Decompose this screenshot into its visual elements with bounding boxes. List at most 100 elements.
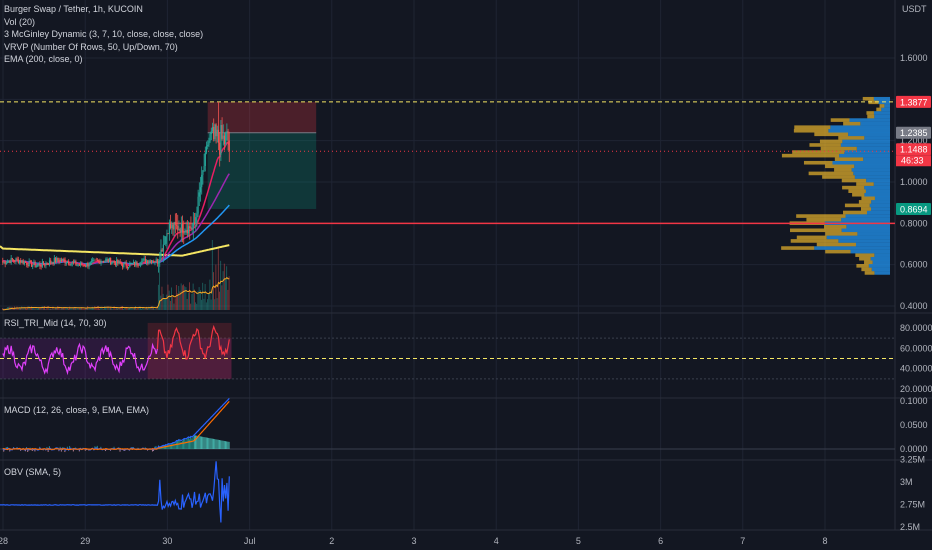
- macd-hist-bar: [220, 440, 222, 449]
- vp-row-up: [872, 260, 890, 265]
- vp-row-up: [838, 239, 890, 243]
- candle-body: [172, 224, 174, 230]
- obv-tick-label: 2.5M: [900, 522, 920, 532]
- volume-bar: [226, 266, 228, 310]
- volume-bar: [108, 307, 110, 310]
- obv-legend[interactable]: OBV (SMA, 5): [4, 467, 62, 477]
- volume-bar: [78, 307, 80, 310]
- macd-hist-bar: [155, 445, 157, 449]
- vp-row-up: [832, 160, 890, 165]
- volume-bar: [183, 284, 184, 310]
- candle-body: [59, 259, 61, 262]
- volume-bar: [174, 298, 176, 310]
- candle-body: [175, 224, 178, 226]
- candle-body: [81, 262, 83, 266]
- volume-bar: [110, 307, 111, 310]
- candle-body: [48, 260, 51, 265]
- vp-row-down: [866, 111, 874, 115]
- candle-body: [168, 222, 170, 234]
- indicator-mcginley[interactable]: 3 McGinley Dynamic (3, 7, 10, close, clo…: [4, 29, 204, 39]
- macd-hist-bar: [18, 449, 20, 450]
- volume-bar: [211, 240, 213, 310]
- vp-row-down: [816, 242, 856, 247]
- candle-body: [156, 259, 158, 264]
- macd-hist-bar: [217, 439, 219, 449]
- symbol-title[interactable]: Burger Swap / Tether, 1h, KUCOIN: [4, 4, 143, 14]
- candle-body: [129, 263, 131, 268]
- candle-body: [165, 236, 167, 244]
- volume-bar: [22, 308, 24, 310]
- time-axis-bg: [0, 531, 932, 550]
- rsi-tick-label: 80.0000: [900, 323, 932, 333]
- candle-body: [199, 187, 202, 193]
- candle-body: [215, 124, 217, 137]
- macd-legend[interactable]: MACD (12, 26, close, 9, EMA, EMA): [4, 405, 150, 415]
- candle-body: [76, 264, 78, 266]
- candle-body: [190, 228, 192, 230]
- macd-hist-bar: [168, 444, 170, 449]
- macd-hist-bar: [189, 439, 190, 449]
- macd-hist-bar: [192, 436, 194, 449]
- macd-hist-bar: [181, 440, 183, 449]
- vp-row-up: [814, 246, 890, 250]
- volume-bar: [207, 299, 208, 310]
- candle-body: [151, 261, 154, 263]
- candle-body: [86, 263, 88, 267]
- candle-body: [167, 233, 169, 235]
- candle-body: [214, 124, 216, 140]
- volume-bar: [137, 307, 139, 310]
- candle-body: [209, 133, 211, 141]
- candle-body: [166, 233, 168, 237]
- candle-body: [99, 260, 101, 264]
- macd-hist-bar: [209, 438, 211, 449]
- candle-body: [29, 261, 31, 262]
- candle-body: [227, 131, 229, 141]
- volume-bar: [112, 308, 114, 310]
- candle-body: [137, 265, 139, 266]
- volume-bar: [96, 306, 98, 310]
- volume-bar: [51, 308, 53, 310]
- price-label-bg: [896, 95, 931, 108]
- candle-body: [205, 146, 208, 153]
- volume-bar: [47, 306, 49, 310]
- vp-row-up: [849, 118, 890, 122]
- vp-row-up: [873, 111, 890, 115]
- macd-hist-bar: [225, 441, 226, 449]
- rsi-legend[interactable]: RSI_TRI_Mid (14, 70, 30): [4, 318, 107, 328]
- vp-row-up: [842, 139, 890, 144]
- price-tick-label: 0.4000: [900, 301, 928, 311]
- macd-hist-bar: [226, 441, 228, 449]
- macd-hist-bar: [203, 437, 205, 449]
- volume-bar: [12, 308, 14, 310]
- volume-bar: [209, 279, 211, 310]
- candle-body: [90, 260, 93, 262]
- indicator-vrvp[interactable]: VRVP (Number Of Rows, 50, Up/Down, 70): [4, 41, 178, 52]
- candle-body: [162, 244, 164, 252]
- candle-body: [195, 217, 197, 223]
- volume-bar: [58, 306, 60, 310]
- candle-body: [95, 259, 97, 261]
- indicator-volume[interactable]: Vol (20): [4, 16, 36, 27]
- candle-body: [111, 262, 113, 265]
- volume-bar: [70, 307, 72, 310]
- volume-bar: [147, 308, 148, 310]
- volume-bar: [143, 308, 145, 310]
- vp-row-down: [806, 217, 842, 222]
- candle-body: [4, 261, 6, 265]
- macd-hist-bar: [215, 439, 217, 449]
- candle-body: [123, 263, 125, 267]
- volume-bar: [15, 307, 17, 310]
- volume-bar: [71, 308, 73, 310]
- candle-body: [154, 262, 156, 263]
- vp-row-down: [790, 228, 842, 233]
- candle-body: [220, 125, 222, 155]
- volume-ma-line: [2, 276, 230, 311]
- candle-body: [171, 224, 173, 229]
- indicator-ema[interactable]: EMA (200, close, 0): [4, 54, 83, 64]
- price-tick-label: 1.0000: [900, 177, 928, 187]
- vp-row-up: [864, 136, 890, 140]
- volume-bar: [123, 308, 125, 310]
- vp-row-up: [864, 192, 890, 197]
- volume-bar: [106, 306, 108, 310]
